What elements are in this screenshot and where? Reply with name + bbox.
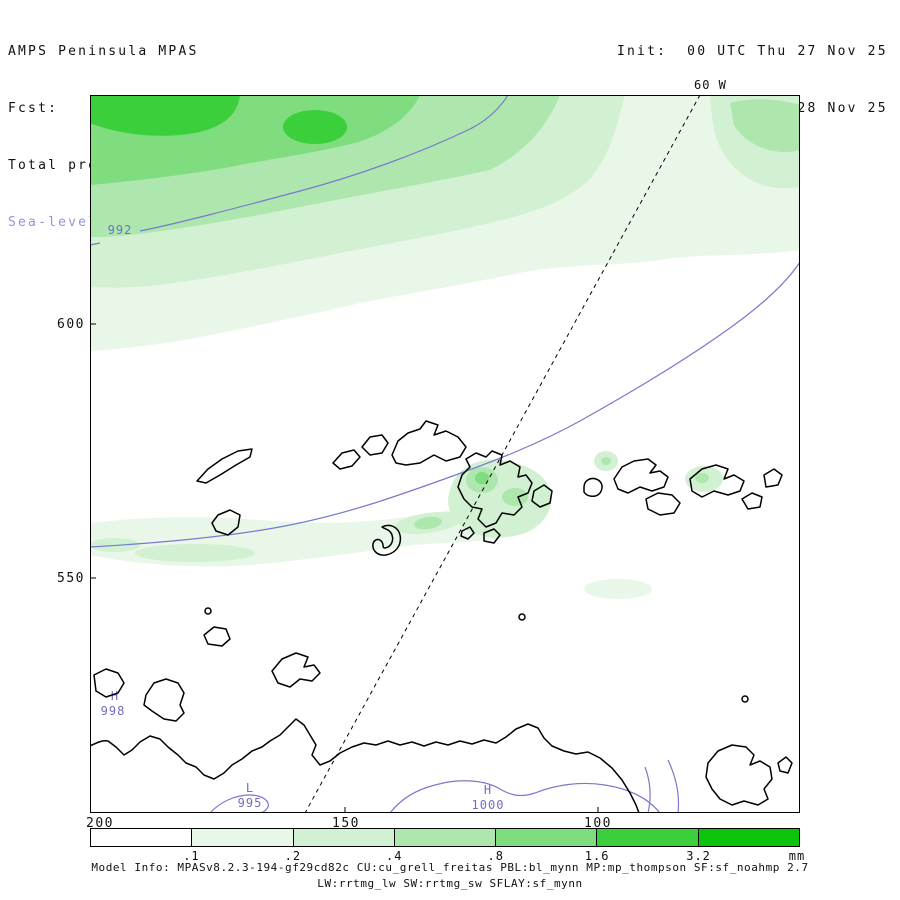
y-axis-label-600: 600	[57, 317, 85, 332]
high2-center-letter: H	[484, 783, 492, 797]
map-frame	[90, 95, 800, 813]
colorbar-unit-label: mm	[788, 849, 806, 863]
colorbar-tick-label: .4	[386, 849, 403, 863]
model-info-line: Model Info: MPASv8.2.3-194-gf29cd82c CU:…	[91, 861, 809, 874]
map-plot-area: 992 H 998 L 995 H 1000	[89, 94, 801, 814]
low-center-letter: L	[246, 781, 254, 795]
colorbar-segment	[496, 829, 598, 846]
meridian-label-60w: 60 W	[694, 78, 727, 92]
pressure-labels: 992 H 998 L 995 H 1000	[101, 223, 505, 812]
colorbar-segment	[293, 829, 395, 846]
colorbar-tick-label: .2	[284, 849, 302, 863]
pressure-contours	[89, 94, 801, 814]
x-axis-label-100: 100	[584, 816, 612, 831]
axis-ticks	[90, 323, 599, 813]
colorbar-tick-label: 1.6	[584, 849, 610, 863]
meridian-60w-line	[304, 94, 701, 814]
colorbar-segments	[90, 828, 800, 847]
colorbar-segment	[91, 829, 193, 846]
colorbar-tick-label: 3.2	[686, 849, 711, 863]
colorbar-tick-label: .1	[183, 849, 200, 863]
colorbar-segment	[394, 829, 497, 846]
high2-center-value: 1000	[472, 798, 505, 812]
high-center-letter: H	[111, 689, 119, 703]
page-title: AMPS Peninsula MPAS	[8, 44, 199, 59]
x-axis-label-200: 200	[86, 816, 114, 831]
colorbar-segment	[597, 829, 699, 846]
colorbar-segment	[698, 829, 799, 846]
x-axis-label-150: 150	[332, 816, 360, 831]
pressure-label-992: 992	[108, 223, 133, 237]
y-axis-label-550: 550	[57, 571, 85, 586]
low-center-value: 995	[238, 796, 263, 810]
high-center-value: 998	[101, 704, 126, 718]
radiation-schemes-line: LW:rrtmg_lw SW:rrtmg_sw SFLAY:sf_mynn	[317, 877, 583, 890]
precip-shading	[90, 95, 800, 599]
colorbar-segment	[192, 829, 294, 846]
header-right: Init: 00 UTC Thu 27 Nov 25 Valid: 12 UTC…	[617, 4, 888, 137]
init-time-line: Init: 00 UTC Thu 27 Nov 25	[617, 44, 888, 59]
coastlines	[89, 420, 793, 814]
colorbar-tick-label: .8	[487, 849, 504, 863]
weather-map-svg: 992 H 998 L 995 H 1000	[89, 94, 801, 814]
